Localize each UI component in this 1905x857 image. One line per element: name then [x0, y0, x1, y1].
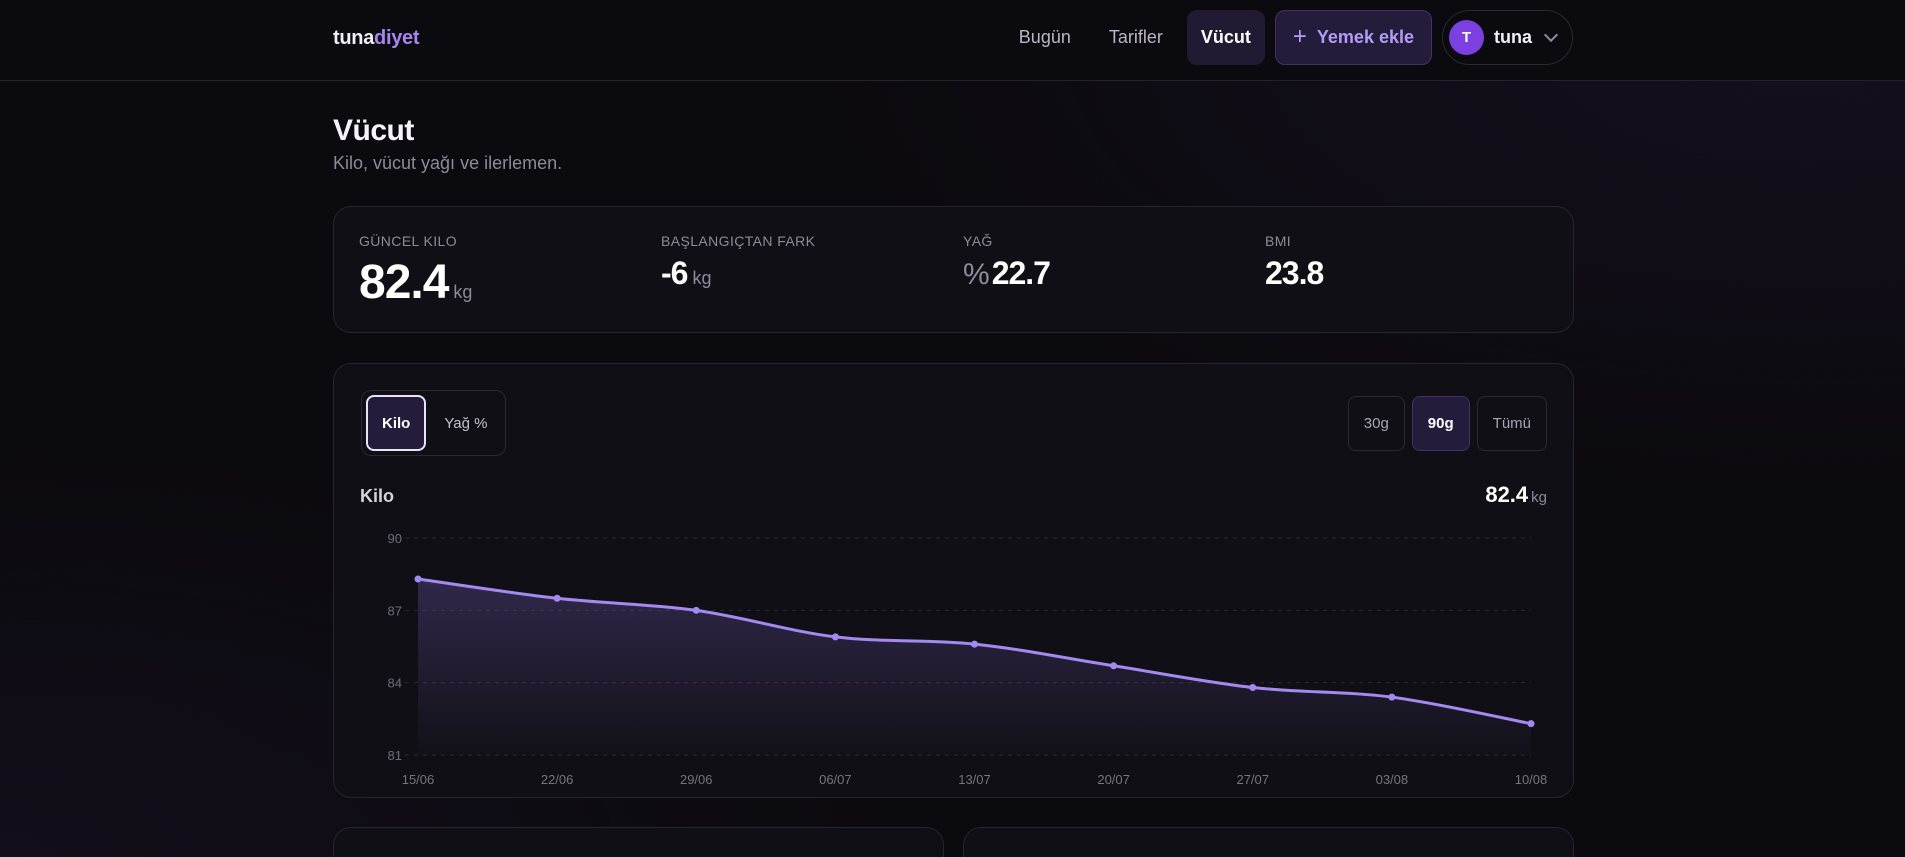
current-value: 82.4 — [1485, 482, 1529, 507]
stat-label: Güncel kilo — [359, 233, 458, 249]
user-menu[interactable]: T tuna — [1442, 10, 1573, 65]
brand-part-1: tuna — [333, 27, 375, 49]
stat-value: 23.8 — [1265, 255, 1324, 291]
data-point[interactable] — [831, 633, 839, 641]
brand-part-2: diyet — [374, 27, 420, 49]
chart-area — [418, 578, 1531, 755]
add-meal-button[interactable]: + Yemek ekle — [1274, 10, 1432, 65]
metric-tab-fat[interactable]: Yağ % — [444, 414, 488, 432]
stat-label: Başlangıçtan fark — [661, 233, 816, 249]
range-toggle: 30g 90g Tümü — [1347, 396, 1547, 451]
stat-value: -6 — [661, 255, 688, 291]
stat-body-fat: Yağ % 22.7 — [963, 233, 1051, 292]
stats-card: Güncel kilo 82.4 kg Başlangıçtan fark -6… — [333, 206, 1574, 333]
data-point[interactable] — [1527, 720, 1535, 728]
range-all-button[interactable]: Tümü — [1476, 396, 1547, 451]
page-subtitle: Kilo, vücut yağı ve ilerlemen. — [333, 153, 563, 173]
x-tick-label: 27/07 — [1236, 772, 1269, 787]
nav-link-vucut[interactable]: Vücut — [1186, 10, 1265, 65]
y-tick-label: 84 — [388, 676, 402, 691]
metric-toggle: Kilo Yağ % — [361, 390, 507, 456]
bottom-card-left — [333, 827, 944, 857]
range-30d-button[interactable]: 30g — [1347, 396, 1405, 451]
x-tick-label: 06/07 — [819, 772, 852, 787]
avatar: T — [1449, 20, 1484, 55]
stat-weight-change: Başlangıçtan fark -6 kg — [661, 233, 815, 292]
x-tick-label: 22/06 — [541, 772, 574, 787]
chart-title: Kilo — [360, 486, 394, 506]
y-tick-label: 87 — [388, 603, 402, 618]
data-point[interactable] — [971, 640, 978, 648]
nav-link-bugun[interactable]: Bugün — [1018, 27, 1071, 47]
stat-prefix: % — [963, 258, 990, 291]
stat-label: Yağ — [963, 233, 993, 249]
weight-chart-card: Kilo Yağ % 30g 90g Tümü Kilo 82.4 kg 90 8… — [333, 363, 1574, 798]
stat-value: 22.7 — [991, 255, 1051, 291]
data-point[interactable] — [692, 606, 700, 614]
data-point[interactable] — [414, 575, 422, 583]
data-point[interactable] — [1110, 662, 1118, 670]
x-tick-label: 03/08 — [1376, 772, 1409, 787]
stat-value: 82.4 — [359, 256, 449, 309]
stat-current-weight: Güncel kilo 82.4 kg — [359, 233, 472, 310]
y-tick-label: 90 — [388, 531, 402, 546]
stat-label: BMI — [1265, 233, 1292, 249]
nav-link-tarifler[interactable]: Tarifler — [1108, 27, 1163, 47]
range-90d-button[interactable]: 90g — [1411, 396, 1470, 451]
x-tick-label: 15/06 — [402, 772, 435, 787]
data-point[interactable] — [553, 594, 561, 602]
metric-tab-kilo[interactable]: Kilo — [366, 395, 427, 451]
chart-current-value: 82.4 kg — [1485, 482, 1547, 508]
x-tick-label: 10/08 — [1515, 772, 1548, 787]
y-tick-label: 81 — [388, 748, 402, 763]
page-title: Vücut — [333, 114, 414, 147]
stat-bmi: BMI 23.8 — [1265, 233, 1324, 292]
current-unit: kg — [1531, 489, 1547, 506]
plus-icon: + — [1292, 22, 1307, 50]
x-tick-label: 13/07 — [958, 772, 991, 787]
bottom-card-right — [963, 827, 1574, 857]
x-tick-label: 29/06 — [680, 772, 713, 787]
add-meal-label: Yemek ekle — [1316, 27, 1414, 47]
stat-unit: kg — [692, 268, 712, 288]
chevron-down-icon — [1543, 27, 1559, 43]
user-name: tuna — [1494, 27, 1532, 47]
main-nav: Bugün Tarifler Vücut + Yemek ekle T tuna — [1005, 10, 1573, 65]
x-tick-label: 20/07 — [1097, 772, 1130, 787]
stat-unit: kg — [453, 282, 473, 302]
brand-logo[interactable]: tunadiyet — [333, 27, 420, 50]
data-point[interactable] — [1388, 693, 1396, 701]
top-navbar: tunadiyet Bugün Tarifler Vücut + Yemek e… — [0, 0, 1905, 81]
data-point[interactable] — [1249, 683, 1257, 691]
